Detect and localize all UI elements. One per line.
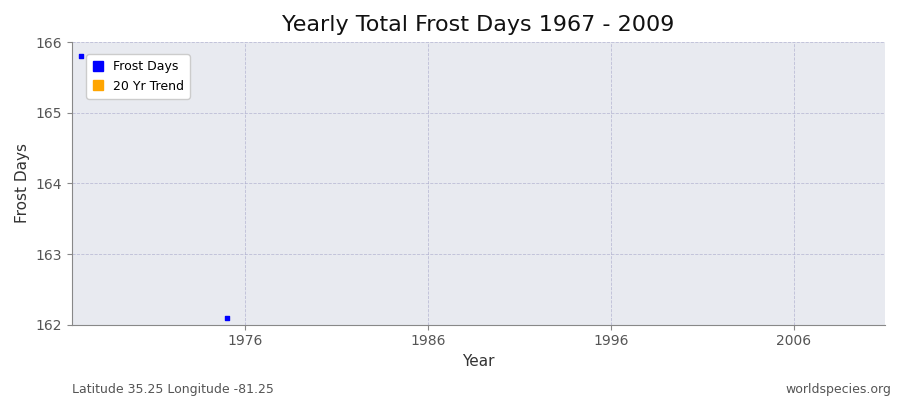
Y-axis label: Frost Days: Frost Days [15, 144, 30, 224]
Point [74, 53, 88, 60]
Title: Yearly Total Frost Days 1967 - 2009: Yearly Total Frost Days 1967 - 2009 [283, 15, 675, 35]
Legend: Frost Days, 20 Yr Trend: Frost Days, 20 Yr Trend [86, 54, 190, 99]
X-axis label: Year: Year [463, 354, 495, 369]
Point [220, 314, 234, 321]
Text: Latitude 35.25 Longitude -81.25: Latitude 35.25 Longitude -81.25 [72, 383, 274, 396]
Text: worldspecies.org: worldspecies.org [785, 383, 891, 396]
